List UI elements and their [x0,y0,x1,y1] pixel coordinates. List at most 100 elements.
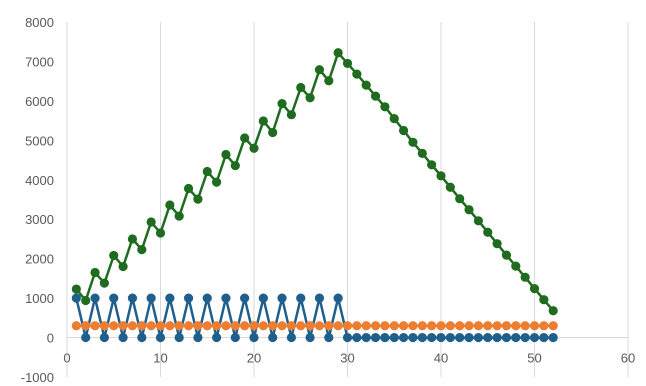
series-1-point [492,239,502,249]
series-1-point [445,182,455,192]
series-3-point [389,321,399,331]
series-2-line [75,296,554,339]
series-2-point [464,332,474,343]
series-2-point [99,332,109,343]
series-3-point [492,321,502,331]
series-2-point [342,332,353,343]
series-3-point [511,321,521,331]
series-1-point [268,127,278,138]
series-1-point [417,148,427,158]
series-2-point [427,332,437,343]
series-2-point [249,332,259,343]
series-2-point [529,332,540,343]
series-3-point [165,321,175,331]
series-2-point [380,332,390,343]
series-3-point [436,321,446,331]
series-1-point [539,295,549,305]
series-1-point [202,166,212,177]
series-1-point [305,93,315,103]
series-1-point [174,211,184,221]
series-2-point [370,332,381,343]
x-tick-label: 60 [621,351,635,366]
series-2-point [483,332,493,343]
series-3-point [314,321,325,331]
series-2-point [109,293,119,303]
series-3-point [305,321,315,331]
series-3-point [520,321,530,331]
series-2-point [361,332,371,343]
series-3-point [324,321,334,331]
series-2-point [520,332,530,343]
y-tick-label: 8000 [25,15,54,30]
series-2-point [492,332,502,343]
series-3-point [464,321,474,331]
series-1-point [71,284,81,294]
series-3-point [399,321,409,331]
series-2-point [539,332,549,343]
series-2-point [399,332,409,343]
series-2-point [286,332,296,343]
series-1-point [408,137,418,147]
series-3-point [183,321,194,331]
series-1-point [193,194,203,204]
series-3-point [361,321,371,331]
series-2-point [324,332,334,343]
y-tick-label: 2000 [25,252,54,267]
series-2-point [389,332,399,343]
series-1-point [249,143,259,153]
series-1-point [146,217,156,227]
series-3-point [483,321,493,331]
series-3-point [202,321,212,331]
series-1-point [155,228,166,238]
y-tick-label: 3000 [25,212,54,227]
series-3-point [118,321,128,331]
series-2-point [230,332,240,343]
series-1-point [473,216,483,226]
y-tick-label: 7000 [25,54,54,69]
series-3-point [455,321,465,331]
series-1-point [183,183,194,194]
series-3-point [71,321,81,331]
series-3-point [155,321,166,331]
series-1-point [370,91,381,101]
series-3-point [193,321,203,331]
series-1-point [361,80,371,90]
series-1-point [399,125,409,136]
series-2-point [212,332,222,343]
series-2-point [155,332,166,343]
x-tick-label: 10 [153,351,167,366]
series-2-point [473,332,483,343]
series-1-point [230,160,240,171]
series-2-point [333,293,343,303]
series-1-point [511,261,521,271]
series-3-point [473,321,483,331]
series-1-point [314,65,325,75]
series-1-point [436,171,446,181]
series-2-point [408,332,418,343]
series-3-point [127,321,138,331]
series-3-point [90,321,100,331]
y-tick-label: 1000 [25,291,54,306]
series-1-point [501,250,512,260]
x-tick-label: 50 [527,351,541,366]
series-3-point [230,321,240,331]
series-1-point [99,278,109,288]
series-3-point [277,321,287,331]
series-1-point [81,295,91,306]
series-1-point [380,102,390,112]
series-1-point [118,261,128,272]
series-3-point [539,321,549,331]
series-3-point [268,321,278,331]
series-2-point [296,293,306,303]
y-tick-label: 5000 [25,133,54,148]
series-3-point [221,321,231,331]
series-1-point [464,205,474,215]
series-2-point [548,332,558,343]
series-2-point [277,293,287,303]
series-1-point [277,99,287,109]
series-1-point [127,234,138,244]
series-3-point [81,321,91,331]
series-1-point [427,160,437,170]
series-1-point [333,48,343,58]
